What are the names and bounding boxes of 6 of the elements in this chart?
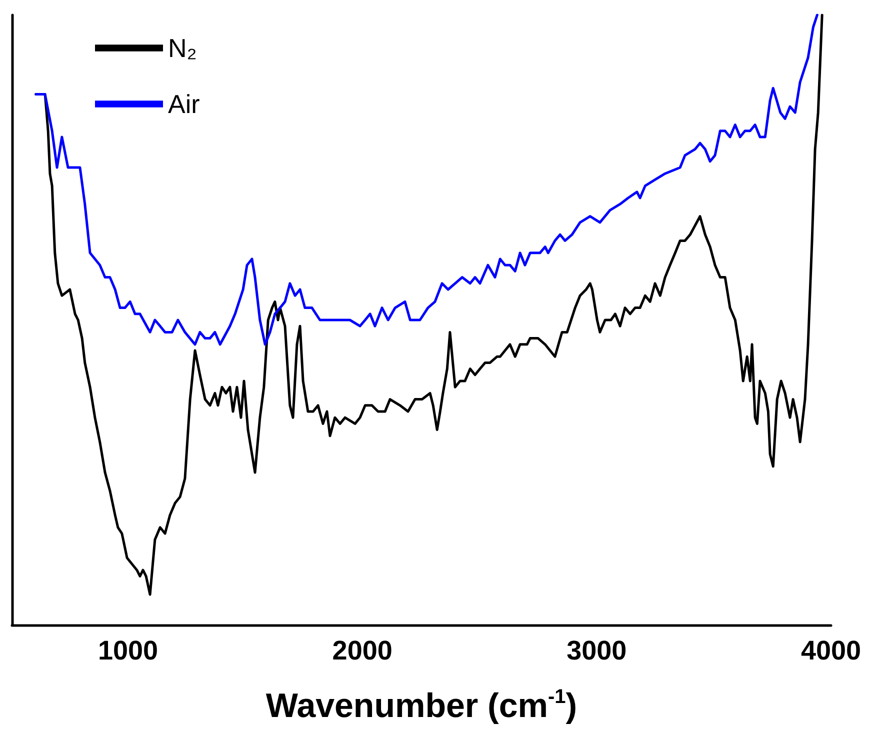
legend-label: N₂ — [168, 33, 197, 63]
x-tick-label: 2000 — [332, 636, 392, 666]
x-tick-label: 1000 — [98, 636, 158, 666]
legend-label: Air — [168, 89, 200, 119]
x-tick-label: 4000 — [800, 636, 862, 666]
x-tick-label: 3000 — [566, 636, 627, 666]
